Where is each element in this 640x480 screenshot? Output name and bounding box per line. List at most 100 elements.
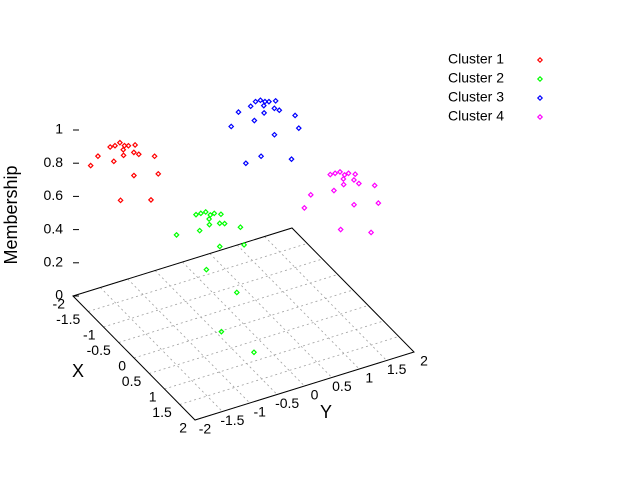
data-point — [206, 221, 213, 228]
data-point — [375, 200, 382, 207]
x-tick-label: -1 — [83, 327, 96, 343]
data-point — [196, 227, 203, 234]
data-point — [132, 141, 139, 149]
data-point — [292, 112, 299, 119]
grid-line — [264, 236, 387, 361]
data-point — [216, 220, 223, 227]
data-point — [340, 181, 347, 188]
x-tick-label: -0.5 — [87, 342, 111, 358]
data-point — [87, 162, 94, 169]
grid-line — [154, 270, 278, 395]
x-axis-title: X — [72, 361, 84, 381]
data-point — [147, 196, 155, 203]
data-point — [130, 149, 137, 156]
data-point — [258, 153, 265, 160]
data-point — [218, 328, 225, 335]
legend-label: Cluster 2 — [448, 70, 504, 86]
z-tick-label: 1 — [55, 121, 63, 137]
z-tick-label: 0.2 — [44, 254, 64, 270]
data-point — [228, 123, 235, 130]
data-point — [340, 175, 347, 183]
data-point — [135, 151, 142, 158]
y-tick-label: -0.5 — [275, 395, 299, 411]
data-point — [130, 172, 137, 179]
data-point — [336, 168, 344, 175]
legend-marker — [536, 75, 544, 83]
z-tick-label: 0 — [55, 287, 63, 303]
data-point — [203, 266, 210, 273]
data-point — [247, 103, 254, 110]
grid-line — [118, 274, 338, 343]
data-point — [327, 171, 334, 178]
data-point — [276, 107, 283, 114]
data-point — [107, 143, 114, 151]
data-point — [197, 210, 204, 217]
data-point — [233, 289, 240, 296]
legend-marker — [536, 113, 544, 121]
data-point — [257, 97, 264, 104]
y-tick-label: -2 — [199, 421, 212, 437]
data-point — [120, 152, 127, 159]
x-tick-label: -1.5 — [56, 311, 80, 327]
data-point — [371, 182, 378, 189]
data-point — [202, 208, 209, 216]
grid-line — [88, 243, 308, 312]
data-point — [251, 117, 258, 124]
data-point — [94, 153, 101, 160]
data-point — [110, 158, 117, 165]
data-point — [307, 191, 314, 198]
legend-marker — [536, 56, 544, 64]
y-tick-label: 2 — [420, 353, 428, 369]
data-point — [261, 98, 269, 105]
y-axis-title: Y — [320, 402, 332, 422]
data-point — [260, 102, 267, 109]
x-tick-label: 2 — [179, 420, 187, 436]
grid-line — [179, 336, 399, 405]
x-tick-label: 1.5 — [152, 404, 172, 420]
y-tick-label: 1 — [365, 370, 373, 386]
data-point — [125, 142, 132, 149]
data-point — [155, 170, 162, 177]
data-point — [207, 211, 214, 219]
data-point — [120, 146, 127, 153]
grid-line — [164, 320, 384, 390]
data-point — [271, 105, 278, 112]
legend-label: Cluster 4 — [448, 108, 504, 124]
y-tick-label: 1.5 — [387, 361, 407, 377]
data-point — [252, 98, 259, 105]
data-point — [211, 210, 218, 217]
data-point — [272, 97, 279, 104]
data-point — [368, 229, 375, 236]
data-point — [173, 231, 180, 238]
data-point — [271, 131, 278, 138]
grid-line — [182, 261, 305, 387]
grid-line — [236, 244, 360, 370]
data-point — [116, 139, 123, 146]
data-point — [216, 243, 223, 250]
grid-line — [103, 258, 323, 328]
x-tick-label: 0.5 — [122, 373, 142, 389]
data-point — [288, 156, 295, 163]
y-tick-label: -1 — [254, 404, 267, 420]
data-point — [237, 224, 244, 231]
data-point — [330, 187, 337, 194]
data-point — [345, 170, 352, 177]
x-tick-label: -2 — [53, 296, 66, 312]
z-tick-label: 0.4 — [44, 220, 64, 236]
data-point — [301, 204, 308, 211]
data-point — [350, 201, 358, 208]
data-point — [206, 215, 213, 223]
data-point — [117, 197, 124, 204]
data-point — [341, 171, 348, 178]
z-tick-label: 0.8 — [44, 154, 64, 170]
data-point — [242, 160, 249, 167]
grid-line — [127, 278, 251, 404]
grid-line — [149, 305, 369, 374]
y-tick-label: -1.5 — [220, 412, 244, 428]
legend-marker — [536, 94, 544, 102]
data-point — [295, 125, 302, 132]
data-point — [332, 170, 339, 177]
data-point — [265, 98, 272, 105]
data-point — [217, 211, 224, 218]
data-point — [261, 109, 268, 116]
